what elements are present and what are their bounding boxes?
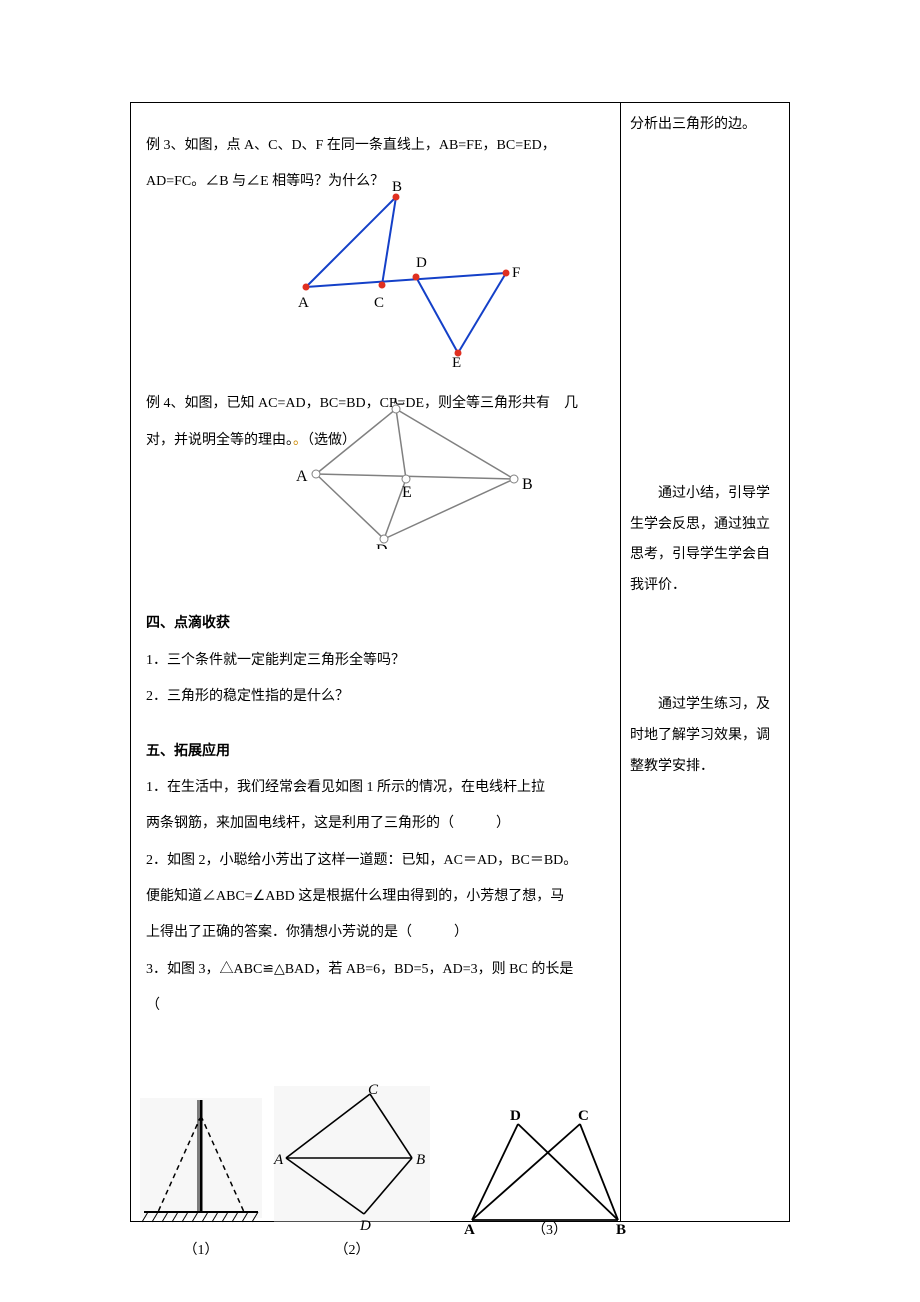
triangle-reflection-icon: A C D F B E <box>266 177 526 367</box>
section-4-q2: 2．三角形的稳定性指的是什么？ <box>146 679 606 715</box>
kite-diagram-icon: A B C D E <box>276 399 536 549</box>
label-B: B <box>522 476 533 493</box>
label-E: E <box>402 484 412 501</box>
label-C: C <box>368 1084 379 1098</box>
spacer <box>146 716 606 734</box>
label-C: C <box>394 399 405 409</box>
figure-1-caption: （1） <box>136 1239 266 1259</box>
right-note-2-line2: 生学会反思，通过独立 <box>630 510 780 541</box>
section-5-q1b: 两条钢筋，来加固电线杆，这是利用了三角形的（ ） <box>146 806 606 842</box>
label-D: D <box>416 255 427 271</box>
label-A: A <box>298 295 309 311</box>
kite-abcd-icon: A B C D <box>272 1084 432 1234</box>
column-divider <box>620 102 621 1222</box>
figure-2: A B C D （2） <box>272 1084 432 1259</box>
example-4-line2a: 对，并说明全等的理由。 <box>146 433 293 448</box>
crossed-triangles-icon: A B C D （3） <box>458 1108 628 1238</box>
label-A: A <box>464 1222 475 1238</box>
page: 分析出三角形的边。 通过小结，引导学 生学会反思，通过独立 思考，引导学生学会自… <box>0 0 920 1302</box>
right-note-3-line1: 通过学生练习，及 <box>630 690 780 721</box>
label-C: C <box>374 295 384 311</box>
figure-3-caption: （3） <box>532 1222 567 1238</box>
label-B: B <box>416 1152 425 1168</box>
right-note-1: 分析出三角形的边。 <box>630 110 780 141</box>
label-A: A <box>296 468 308 485</box>
spacer <box>146 110 606 128</box>
section-5-title: 五、拓展应用 <box>146 734 606 770</box>
section-5-q3a: 3．如图 3，△ABC≌△BAD，若 AB=6，BD=5，AD=3，则 BC 的… <box>146 952 606 988</box>
spacer <box>630 141 780 479</box>
section-5-q2a: 2．如图 2，小聪给小芳出了这样一道题：已知，AC＝AD，BC＝BD。 <box>146 843 606 879</box>
label-B: B <box>392 179 402 195</box>
section-4-q1: 1．三个条件就一定能判定三角形全等吗？ <box>146 643 606 679</box>
utility-pole-icon <box>136 1094 266 1234</box>
label-F: F <box>512 265 520 281</box>
section-5-q2c: 上得出了正确的答案．你猜想小芳说的是（ ） <box>146 915 606 951</box>
figure-3: A B C D （3） <box>458 1108 628 1243</box>
example-3-figure: A C D F B E <box>186 177 606 382</box>
label-C: C <box>578 1108 589 1124</box>
section-5-q3b: （ <box>146 988 606 1024</box>
label-D: D <box>376 542 388 549</box>
label-E: E <box>452 355 461 367</box>
spacer <box>146 564 606 606</box>
right-note-2-line4: 我评价． <box>630 571 780 602</box>
right-note-2-line3: 思考，引导学生学会自 <box>630 540 780 571</box>
right-note-2-line1: 通过小结，引导学 <box>630 479 780 510</box>
section-5-q2b: 便能知道∠ABC=∠ABD 这是根据什么理由得到的，小芳想了想，马 <box>146 879 606 915</box>
spacer <box>630 602 780 690</box>
label-B: B <box>616 1222 626 1238</box>
figure-2-caption: （2） <box>272 1239 432 1259</box>
figure-1: （1） <box>136 1094 266 1259</box>
section-4-title: 四、点滴收获 <box>146 606 606 642</box>
label-D: D <box>510 1108 521 1124</box>
right-note-3-line2: 时地了解学习效果，调 <box>630 721 780 752</box>
left-column: 例 3、如图，点 A、C、D、F 在同一条直线上，AB=FE，BC=ED， A D… <box>146 110 606 1025</box>
section-5-q1a: 1．在生活中，我们经常会看见如图 1 所示的情况，在电线杆上拉 <box>146 770 606 806</box>
right-column: 分析出三角形的边。 通过小结，引导学 生学会反思，通过独立 思考，引导学生学会自… <box>630 110 780 782</box>
bottom-figures-row: （1） A B C D <box>136 1084 656 1254</box>
label-A: A <box>273 1152 284 1168</box>
label-D: D <box>359 1218 371 1234</box>
right-note-3-line3: 整教学安排． <box>630 752 780 783</box>
example-3-line1: 例 3、如图，点 A、C、D、F 在同一条直线上，AB=FE，BC=ED， <box>146 128 606 164</box>
